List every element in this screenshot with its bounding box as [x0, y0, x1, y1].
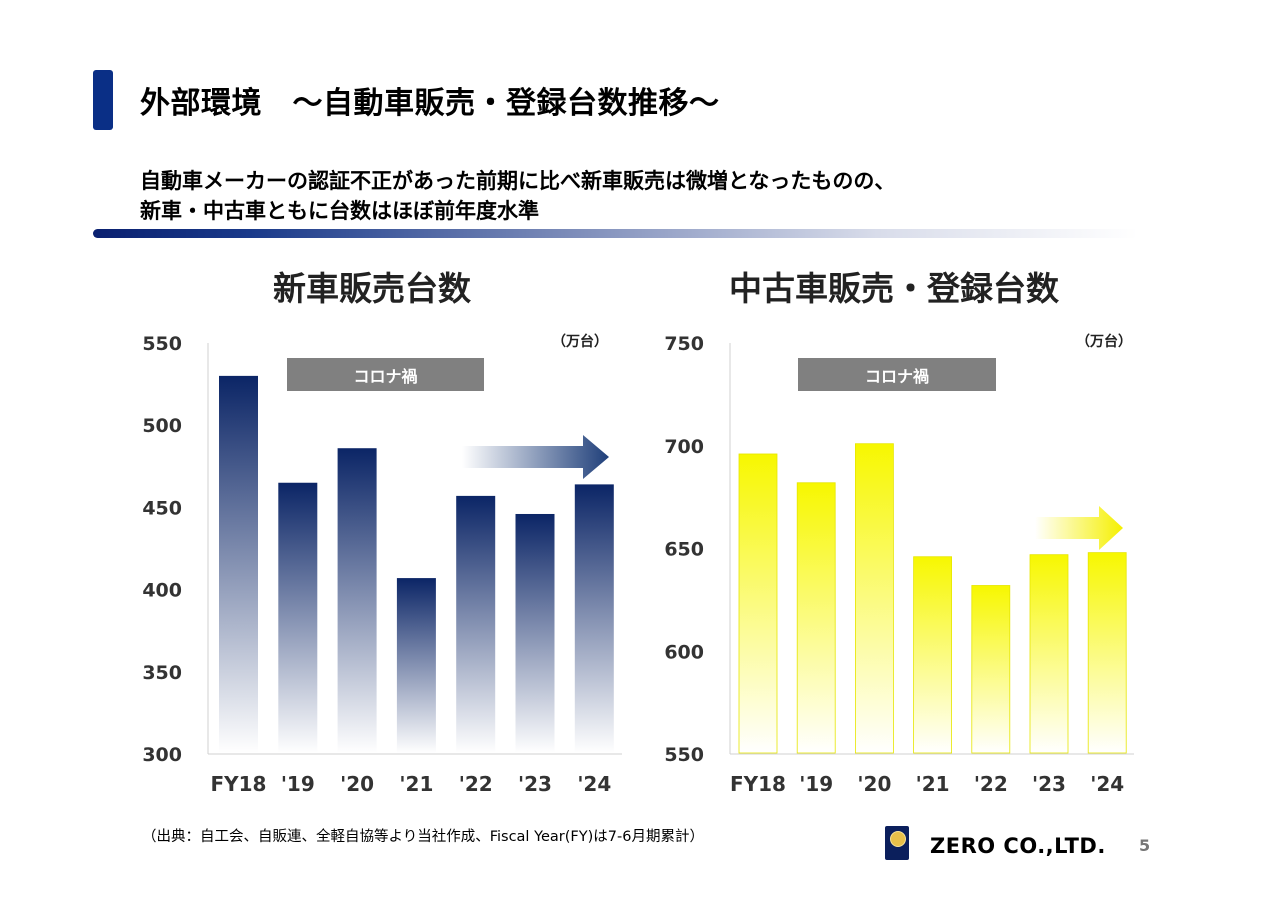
bar-'19: [278, 482, 318, 753]
title-accent-bar: [93, 70, 113, 130]
y-tick-label: 550: [142, 333, 182, 355]
source-note: （出典：自工会、自販連、全軽自協等より当社作成、Fiscal Year(FY)は…: [142, 829, 704, 845]
chart-1: 750 700 650 600 550 FY18 '19 '20 '21 '22 '23 '24 （万台…: [664, 333, 1134, 796]
bar-'23: [1029, 554, 1069, 754]
unit-label: （万台）: [552, 333, 608, 350]
new-car-chart-title: 新車販売台数: [273, 269, 471, 308]
subtitle: 自動車メーカーの認証不正があった前期に比べ新車販売は微増となったものの、 新車・…: [140, 166, 895, 226]
subtitle-line-2: 新車・中古車ともに台数はほぼ前年度水準: [140, 199, 539, 223]
x-tick-label: '22: [974, 772, 1008, 796]
bar-'21: [396, 578, 436, 753]
unit-label: （万台）: [1076, 333, 1132, 350]
bar-FY18: [219, 375, 258, 753]
bar-'19: [796, 482, 836, 754]
x-tick-label: '20: [340, 772, 374, 796]
trend-arrow-icon: [1035, 506, 1123, 550]
bar-'21: [913, 556, 952, 754]
y-tick-label: 450: [142, 497, 182, 519]
covid-banner: [287, 358, 484, 391]
company-name: ZERO CO.,LTD.: [930, 834, 1106, 858]
covid-banner-label: コロナ禍: [865, 367, 929, 386]
page-title: 外部環境 ～自動車販売・登録台数推移～: [140, 86, 720, 121]
bar-'22: [456, 495, 496, 753]
page-number: 5: [1139, 836, 1151, 855]
y-tick-label: 550: [664, 744, 704, 766]
x-tick-label: '24: [577, 772, 611, 796]
subtitle-line-1: 自動車メーカーの認証不正があった前期に比べ新車販売は微増となったものの、: [140, 169, 896, 193]
bar-'23: [515, 513, 555, 753]
x-tick-label: '21: [916, 772, 950, 796]
x-tick-label: FY18: [730, 772, 786, 796]
y-tick-label: 750: [664, 333, 704, 355]
covid-banner-label: コロナ禍: [353, 367, 417, 386]
y-tick-label: 700: [664, 436, 704, 458]
x-tick-label: '19: [799, 772, 833, 796]
x-tick-label: '19: [281, 772, 315, 796]
x-tick-label: '22: [459, 772, 493, 796]
x-tick-label: '23: [518, 772, 552, 796]
used-car-chart-title: 中古車販売・登録台数: [729, 269, 1059, 308]
x-tick-label: '20: [857, 772, 891, 796]
y-tick-label: 300: [142, 744, 182, 766]
bar-'24: [574, 484, 614, 753]
logo-emblem-icon: [890, 831, 906, 847]
y-tick-label: 600: [664, 641, 704, 663]
bar-'24: [1087, 552, 1127, 754]
gradient-divider: [93, 229, 1138, 238]
trend-arrow-icon: [462, 435, 609, 479]
x-tick-label: '24: [1090, 772, 1124, 796]
y-tick-label: 350: [142, 662, 182, 684]
chart-0: 550 500 450 400 350 300 FY18 '19 '20 '21 '22 '23 '24…: [142, 333, 622, 796]
bar-FY18: [738, 453, 778, 754]
y-tick-label: 500: [142, 415, 182, 437]
covid-banner: [798, 358, 996, 391]
y-tick-label: 400: [142, 580, 182, 602]
y-tick-label: 650: [664, 539, 704, 561]
x-tick-label: '21: [399, 772, 433, 796]
bar-'20: [855, 443, 894, 754]
x-tick-label: '23: [1032, 772, 1066, 796]
bar-'20: [337, 448, 377, 753]
x-tick-label: FY18: [211, 772, 267, 796]
company-logo: [885, 826, 909, 860]
bar-'22: [971, 585, 1011, 754]
